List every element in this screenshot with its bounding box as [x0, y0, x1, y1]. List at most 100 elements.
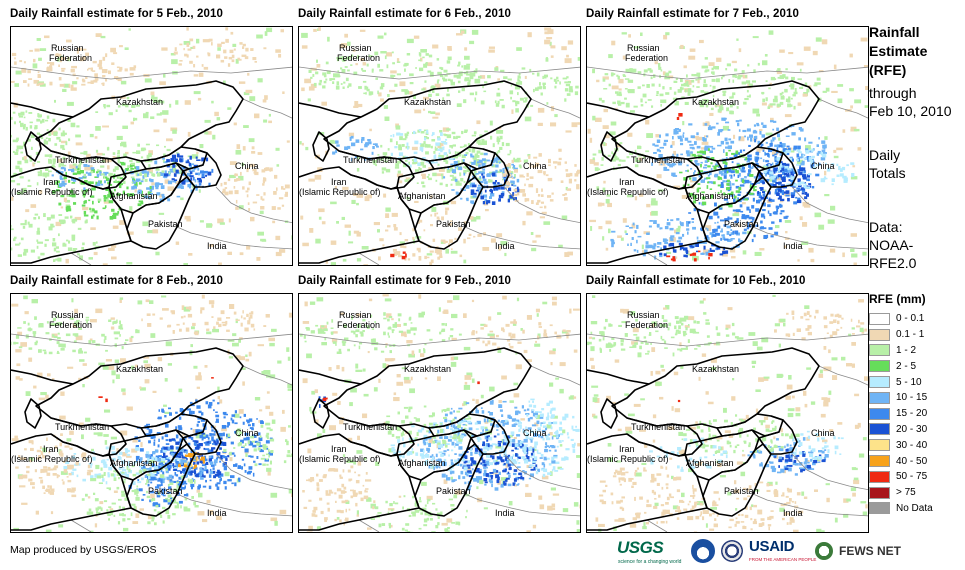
rainfall-speckle	[763, 164, 766, 167]
rainfall-speckle	[136, 159, 141, 163]
rainfall-speckle	[759, 129, 763, 132]
rainfall-speckle	[58, 524, 64, 528]
rainfall-speckle	[103, 176, 108, 179]
rainfall-speckle	[28, 78, 33, 80]
rainfall-speckle	[161, 479, 165, 484]
rainfall-speckle	[48, 226, 53, 231]
rainfall-speckle	[820, 152, 823, 156]
rainfall-speckle	[268, 449, 270, 453]
rainfall-speckle	[142, 176, 145, 179]
rainfall-speckle	[775, 177, 782, 181]
rainfall-speckle	[211, 316, 214, 318]
rainfall-speckle	[770, 139, 773, 144]
rainfall-speckle	[189, 164, 192, 169]
rainfall-speckle	[95, 507, 99, 511]
rainfall-speckle	[465, 152, 469, 155]
rainfall-speckle	[735, 170, 739, 174]
rainfall-speckle	[36, 161, 41, 163]
rainfall-speckle	[696, 151, 701, 154]
rainfall-speckle	[170, 53, 176, 56]
rainfall-speckle	[28, 347, 33, 350]
rainfall-speckle	[231, 452, 235, 455]
rainfall-speckle	[146, 469, 150, 472]
rainfall-speckle	[373, 161, 376, 165]
rainfall-speckle	[169, 103, 172, 108]
rainfall-speckle	[797, 169, 800, 173]
rainfall-speckle	[92, 60, 97, 64]
rainfall-speckle	[676, 240, 681, 243]
rainfall-speckle	[82, 175, 87, 178]
rainfall-speckle	[499, 99, 504, 101]
rainfall-speckle	[735, 179, 738, 182]
rainfall-speckle	[731, 95, 734, 99]
rainfall-speckle	[793, 170, 797, 174]
rainfall-speckle	[672, 97, 678, 100]
rainfall-speckle	[240, 171, 242, 176]
rainfall-speckle	[233, 48, 236, 51]
rainfall-speckle	[242, 43, 246, 47]
rainfall-speckle	[98, 180, 101, 183]
rainfall-speckle	[246, 471, 251, 475]
rainfall-speckle	[176, 501, 179, 504]
rainfall-speckle	[174, 505, 180, 509]
rainfall-speckle	[407, 146, 409, 150]
rainfall-speckle	[784, 220, 792, 223]
rainfall-speckle	[644, 101, 647, 104]
rainfall-speckle	[660, 155, 663, 158]
rainfall-speckle	[704, 70, 708, 73]
rainfall-speckle	[229, 457, 233, 462]
rainfall-speckle	[535, 162, 539, 167]
rainfall-speckle	[175, 169, 179, 174]
rainfall-speckle	[193, 176, 195, 181]
rainfall-speckle	[514, 169, 518, 173]
rainfall-speckle	[341, 216, 345, 220]
rainfall-speckle	[61, 164, 67, 167]
rainfall-speckle	[249, 427, 254, 429]
country-border	[758, 148, 798, 188]
rainfall-speckle	[160, 450, 164, 453]
rainfall-speckle	[77, 227, 82, 230]
rainfall-speckle	[124, 342, 127, 344]
rainfall-speckle	[429, 261, 433, 265]
rainfall-speckle	[125, 103, 129, 108]
rainfall-speckle	[209, 244, 214, 247]
rainfall-speckle	[682, 134, 685, 138]
rainfall-speckle	[291, 235, 292, 240]
rainfall-speckle	[760, 213, 765, 218]
rainfall-speckle	[112, 152, 116, 155]
rainfall-speckle	[103, 500, 108, 503]
rainfall-speckle	[214, 442, 218, 446]
rainfall-speckle	[417, 221, 420, 224]
rainfall-speckle	[107, 513, 111, 516]
rainfall-speckle	[148, 150, 153, 155]
country-label-iran-2: (Islamic Republic of)	[587, 187, 669, 197]
rainfall-speckle	[445, 210, 448, 215]
rainfall-speckle	[779, 219, 782, 223]
rainfall-speckle	[544, 31, 549, 35]
rainfall-speckle	[91, 448, 94, 452]
rainfall-speckle	[674, 256, 678, 259]
rainfall-speckle	[36, 132, 40, 135]
rainfall-speckle	[787, 103, 791, 108]
rainfall-speckle	[207, 52, 209, 55]
rainfall-speckle	[443, 142, 448, 145]
rainfall-speckle	[618, 159, 622, 162]
rainfall-speckle	[222, 188, 226, 193]
rainfall-speckle	[495, 161, 498, 163]
rainfall-speckle	[103, 195, 107, 198]
rainfall-speckle	[178, 63, 182, 66]
rainfall-speckle	[707, 165, 711, 168]
rainfall-speckle	[353, 230, 360, 234]
rainfall-speckle	[24, 311, 29, 315]
rainfall-speckle	[26, 465, 30, 469]
rainfall-speckle	[535, 87, 539, 91]
rainfall-speckle	[787, 167, 792, 170]
rainfall-speckle	[71, 298, 74, 303]
rainfall-speckle	[96, 169, 100, 172]
rainfall-speckle	[364, 196, 370, 202]
rainfall-speckle	[192, 440, 197, 442]
rainfall-speckle	[790, 86, 795, 90]
rainfall-speckle	[203, 66, 209, 70]
country-border	[716, 146, 784, 170]
rainfall-speckle	[406, 131, 410, 134]
